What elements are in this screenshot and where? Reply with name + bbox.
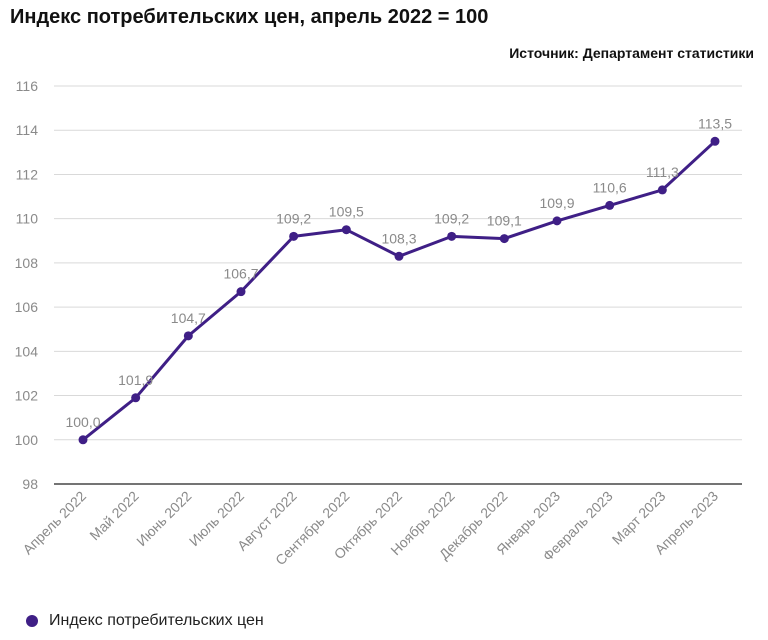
- data-label: 109,5: [329, 204, 364, 220]
- data-labels: 100,0 101,9 104,7 106,7 109,2 109,5 108,3 109,2…: [65, 115, 732, 430]
- y-tick-label: 112: [16, 166, 39, 182]
- data-points: [78, 136, 720, 445]
- data-label: 106,7: [223, 266, 258, 282]
- data-point: [183, 331, 193, 341]
- data-point: [131, 393, 141, 403]
- data-label: 101,9: [118, 372, 153, 388]
- data-point: [289, 231, 299, 241]
- data-point: [657, 185, 667, 195]
- legend: Индекс потребительских цен: [26, 612, 264, 630]
- data-label: 104,7: [171, 310, 206, 326]
- data-point: [341, 225, 351, 235]
- legend-marker: [26, 615, 38, 627]
- y-tick-label: 114: [16, 122, 39, 138]
- data-point: [710, 136, 720, 146]
- grid: [54, 85, 742, 485]
- chart-title: Индекс потребительских цен, апрель 2022 …: [10, 6, 489, 28]
- y-tick-label: 102: [15, 388, 39, 404]
- y-tick-label: 110: [16, 211, 39, 227]
- legend-label: Индекс потребительских цен: [49, 612, 264, 629]
- data-point: [499, 234, 509, 244]
- data-label: 111,3: [646, 164, 679, 180]
- y-tick-label: 108: [15, 255, 39, 271]
- data-label: 108,3: [381, 230, 416, 246]
- y-tick-label: 98: [22, 476, 38, 492]
- x-tick-label: Июнь 2022: [133, 488, 194, 549]
- data-label: 109,2: [276, 210, 311, 226]
- data-point: [78, 435, 88, 445]
- data-label: 100,0: [65, 414, 100, 430]
- data-label: 110,6: [593, 179, 627, 195]
- y-tick-label: 116: [16, 78, 39, 94]
- data-point: [552, 216, 562, 226]
- y-tick-label: 106: [15, 299, 39, 315]
- x-tick-label: Май 2022: [86, 488, 142, 544]
- chart-source: Источник: Департамент статистики: [509, 45, 754, 61]
- data-label: 109,2: [434, 210, 469, 226]
- data-label: 113,5: [698, 115, 732, 131]
- data-point: [447, 231, 457, 241]
- data-point: [605, 200, 615, 210]
- y-tick-label: 100: [15, 432, 39, 448]
- data-label: 109,1: [487, 213, 522, 229]
- y-axis: 98 100 102 104 106 108 110 112 114 116: [15, 78, 39, 492]
- data-point: [394, 251, 404, 261]
- y-tick-label: 104: [15, 343, 39, 359]
- data-label: 109,9: [539, 195, 574, 211]
- x-tick-label: Апрель 2022: [19, 488, 89, 558]
- data-point: [236, 287, 246, 297]
